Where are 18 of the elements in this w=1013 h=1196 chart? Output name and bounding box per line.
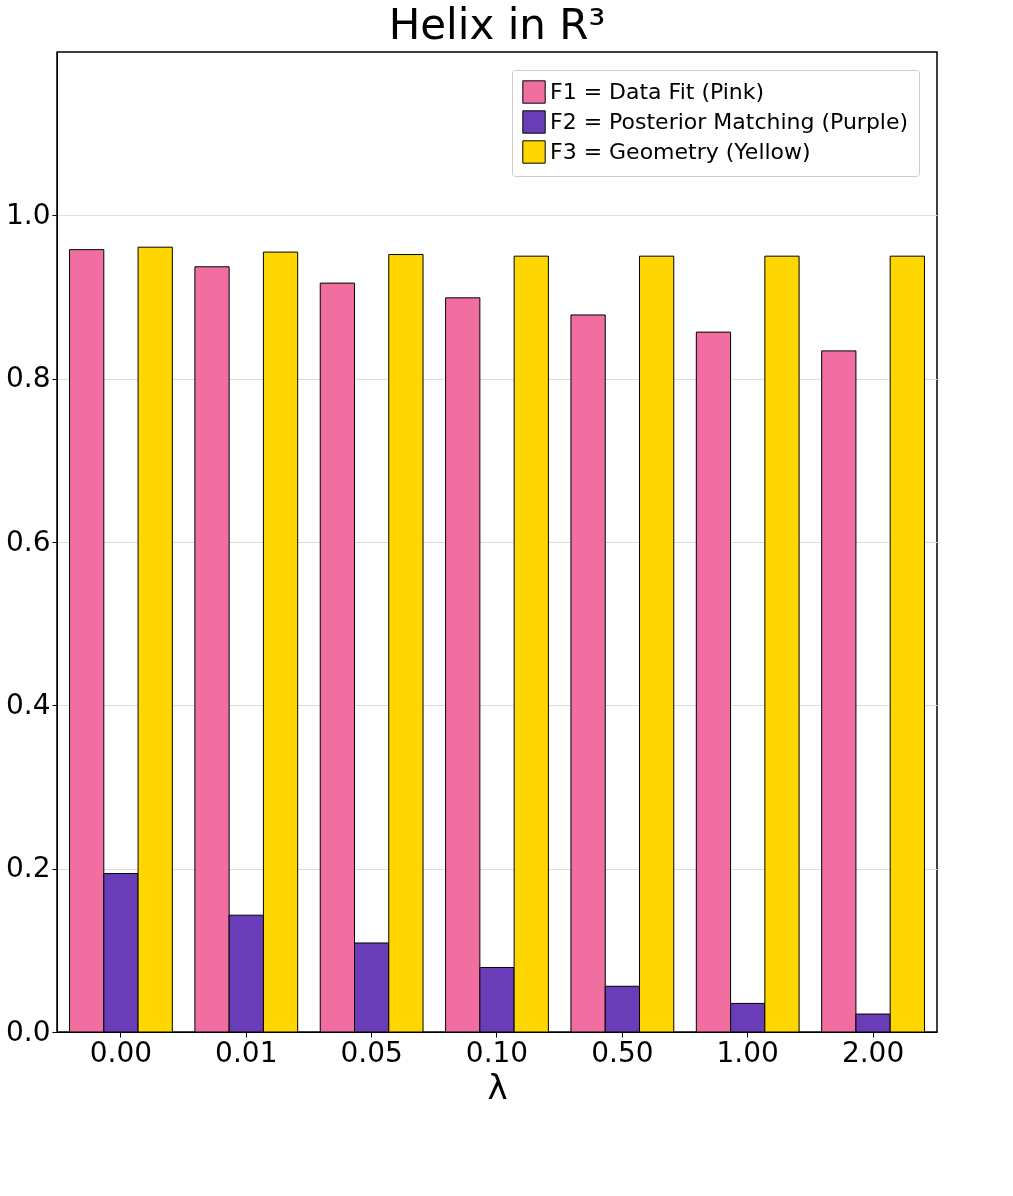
- x-tick-label: 0.05: [340, 1035, 403, 1069]
- y-tick-label: 0.2: [5, 851, 51, 885]
- legend-label: F3 = Geometry (Yellow): [550, 139, 811, 164]
- y-tick-label: 0.0: [5, 1014, 51, 1048]
- x-axis-title: λ: [487, 1066, 508, 1107]
- x-tick-label: 0.50: [591, 1035, 654, 1069]
- chart-title: Helix in R³: [388, 0, 606, 49]
- x-tick-label: 0.00: [89, 1035, 153, 1069]
- x-tick-label: 1.00: [716, 1035, 779, 1069]
- x-tick-label: 0.01: [215, 1035, 278, 1069]
- y-tick-label: 0.8: [5, 361, 51, 395]
- legend-label: F1 = Data Fit (Pink): [550, 79, 765, 104]
- legend-label: F2 = Posterior Matching (Purple): [550, 109, 909, 134]
- y-tick-label: 1.0: [5, 197, 51, 231]
- x-tick-label: 2.00: [841, 1035, 905, 1069]
- y-tick-label: 0.4: [5, 687, 51, 721]
- y-tick-label: 0.6: [5, 524, 51, 558]
- x-tick-label: 0.10: [465, 1035, 529, 1069]
